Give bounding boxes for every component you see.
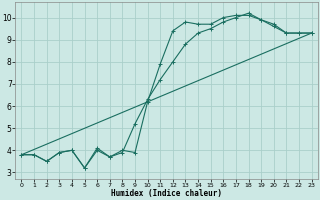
X-axis label: Humidex (Indice chaleur): Humidex (Indice chaleur): [111, 189, 222, 198]
